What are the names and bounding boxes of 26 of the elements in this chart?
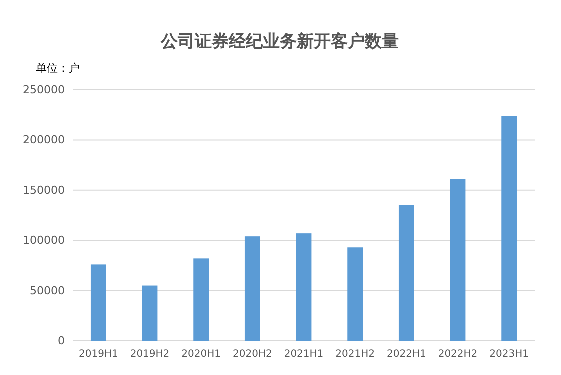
x-tick-label: 2021H2 [336, 349, 376, 360]
bar [450, 179, 466, 341]
y-tick-label: 150000 [23, 184, 65, 197]
bar [348, 248, 364, 341]
x-tick-label: 2020H1 [182, 349, 222, 360]
x-tick-label: 2019H1 [78, 349, 118, 360]
bar [90, 264, 106, 341]
bar [194, 258, 210, 341]
x-tick-label: 2021H1 [284, 349, 324, 360]
x-tick-label: 2022H2 [438, 349, 478, 360]
x-tick-label: 2019H2 [130, 349, 170, 360]
y-tick-label: 200000 [23, 134, 65, 147]
x-tick-label: 2023H1 [490, 349, 530, 360]
y-tick-label: 50000 [30, 284, 65, 298]
chart-title: 公司证券经纪业务新开客户数量 [160, 32, 399, 52]
bar [296, 234, 312, 341]
x-tick-label: 2020H2 [232, 349, 272, 360]
bar [142, 286, 158, 341]
y-tick-label: 250000 [23, 84, 65, 97]
y-tick-label: 0 [58, 334, 65, 348]
bar [244, 236, 260, 341]
x-tick-label: 2022H1 [386, 349, 426, 360]
y-tick-label: 100000 [23, 234, 65, 248]
chart-subtitle: 单位：户 [36, 62, 80, 75]
bar [502, 116, 518, 341]
bar [398, 205, 414, 341]
